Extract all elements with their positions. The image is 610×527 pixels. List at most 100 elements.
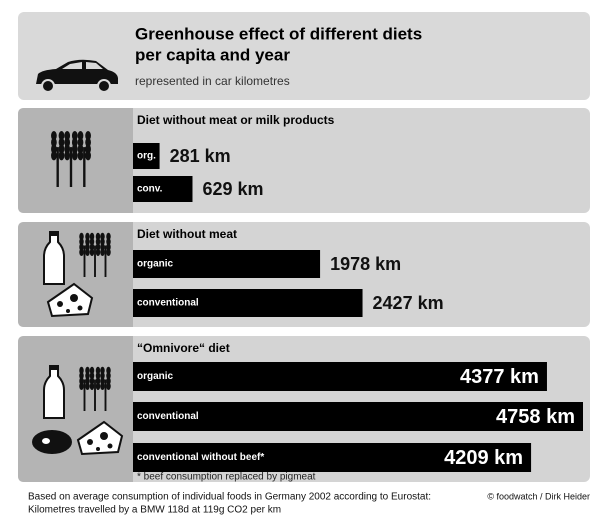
bar [133,143,160,169]
cheese-hole [100,432,108,440]
wheat-grain [51,144,57,154]
bottle-cap [50,366,58,370]
footer-text: Based on average consumption of individu… [28,492,431,503]
group-title: Diet without meat [137,227,237,241]
cheese-icon [46,282,94,318]
cheese-hole [107,443,113,449]
wheat-grain [79,232,84,241]
wheat-grain [85,130,91,141]
wheat-grain [58,130,65,141]
wheat-grain [71,137,78,148]
wheat-grain [85,243,90,251]
wheat-grain [95,238,101,246]
wheat-grain [79,238,84,246]
bar [133,362,547,391]
wheat-grain [100,232,105,241]
wheat-grain [51,137,57,148]
wheat-grain [95,382,101,390]
bottle [43,365,65,419]
value-label: 4758 km [496,406,575,428]
category-label: conventional [137,298,199,309]
value-label: 4209 km [444,447,523,469]
chart-title: Greenhouse effect of different diets [135,24,422,43]
wheat-grain [106,243,111,251]
wheat-grain [85,232,90,241]
wheat-grain [89,366,95,375]
milk-icon [43,365,65,419]
icon-strip [18,108,133,213]
bar [133,250,321,278]
wheat-grain [100,382,105,390]
wheat-grain [64,137,71,148]
wheat-grain [58,144,65,154]
wheat-grain [79,243,84,251]
category-label: organic [137,259,174,270]
wheat-grain [79,382,84,390]
credit: © foodwatch / Dirk Heider [487,491,590,501]
wheat-grain [106,377,111,385]
wheat-grain [85,382,90,390]
wheat-grain [106,232,111,241]
wheat-grain [85,144,91,154]
wheat-grain [95,377,101,385]
category-label: org. [137,151,156,162]
wheat-grain [106,382,111,390]
wheat-grain [95,366,101,375]
footer-text: Kilometres travelled by a BMW 118d at 11… [28,505,281,516]
wheat-grain [71,130,78,141]
wheat-grain [89,377,95,385]
wheat-grain [89,238,95,246]
value-label: 4377 km [460,366,539,388]
wheat-grain [51,130,57,141]
wheat-grain [95,243,101,251]
wheat-grain [95,372,101,380]
wheat-grain [79,377,84,385]
wheat-grain [77,137,84,148]
value-label: 1978 km [330,254,401,274]
wheat-grain [58,150,65,161]
category-label: conventional [137,411,199,422]
meat-bone [42,438,50,444]
wheat-grain [100,248,105,256]
wheat-grain [89,232,95,241]
car-icon [36,59,118,93]
cheese-hole [57,301,63,307]
cheese-hole [77,305,83,311]
wheat-grain [95,232,101,241]
wheat-grain [51,150,57,161]
wheat-grain [89,382,95,390]
value-label: 281 km [170,146,231,166]
wheat-grain [58,137,65,148]
wheat-grain [106,248,111,256]
wheat-grain [100,243,105,251]
wheat-grain [71,144,78,154]
value-label: 2427 km [373,293,444,313]
wheat-grain [85,238,90,246]
bottle-cap [50,232,58,236]
wheat-icon [51,130,91,188]
value-label: 629 km [202,179,263,199]
wheat-grain [64,150,71,161]
wheat-grain [85,150,91,161]
wheat-grain [71,150,78,161]
wheat-grain [77,144,84,154]
bar [133,402,583,431]
wheat-grain [85,248,90,256]
header-panel [18,12,590,100]
wheat-grain [77,130,84,141]
group-title: “Omnivore“ diet [137,341,230,355]
chart-title: per capita and year [135,45,290,64]
wheat-grain [106,238,111,246]
chart-subtitle: represented in car kilometres [135,74,290,88]
wheat-icon [79,366,111,411]
wheat-grain [79,372,84,380]
wheat-grain [64,130,71,141]
category-label: organic [137,371,174,382]
wheat-grain [89,372,95,380]
wheat-grain [77,150,84,161]
bottle [43,231,65,285]
wheat-grain [100,238,105,246]
wheat-icon [79,232,111,277]
wheat-grain [106,366,111,375]
